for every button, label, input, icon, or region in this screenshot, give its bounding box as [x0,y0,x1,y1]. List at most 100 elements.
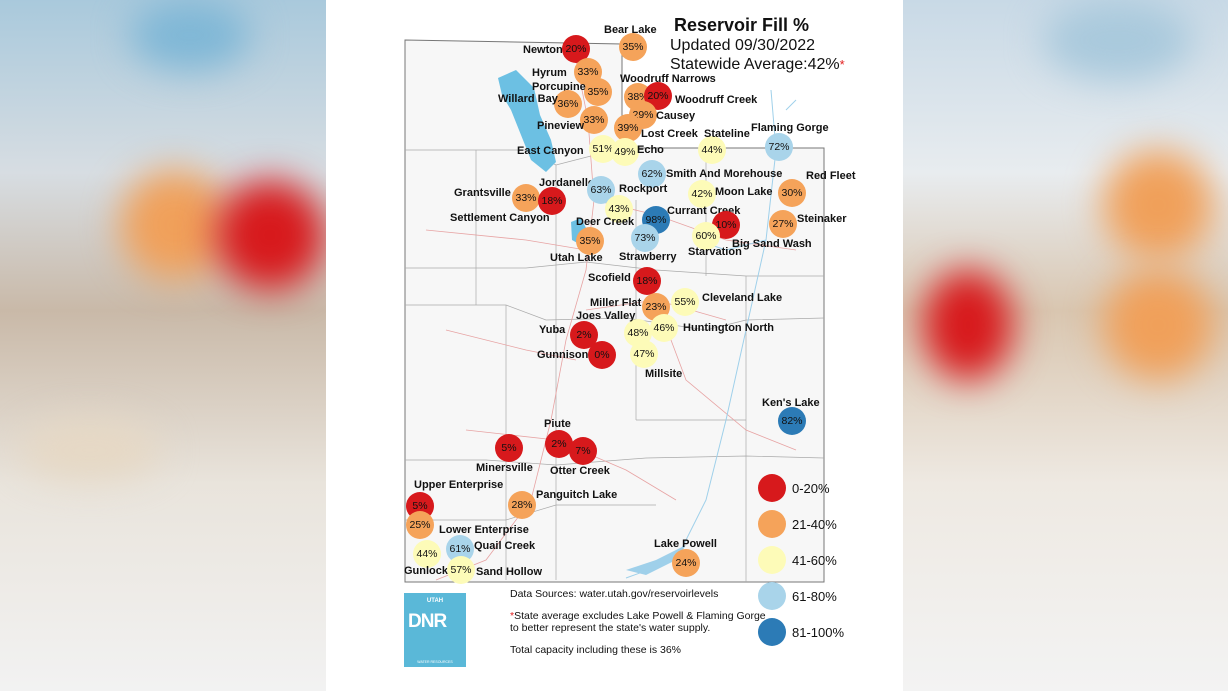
exclusion-note: *State average excludes Lake Powell & Fl… [510,609,766,635]
marker-red-fleet: 30% [778,179,806,207]
legend-swatch [758,618,786,646]
label-cleveland-lake: Cleveland Lake [702,292,783,304]
marker-newton: 20% [562,35,590,63]
legend-swatch [758,510,786,538]
marker-otter-creek: 7% [569,437,597,465]
label-bear-lake: Bear Lake [604,24,657,36]
label-starvation: Starvation [688,246,742,258]
legend-label: 0-20% [792,481,830,496]
marker-flaming-gorge: 72% [765,133,793,161]
label-otter-creek: Otter Creek [550,465,610,477]
lake-powell-water [626,545,686,575]
notes: Data Sources: water.utah.gov/reservoirle… [510,588,770,665]
marker-utah-lake: 35% [576,227,604,255]
label-upper-enterprise: Upper Enterprise [414,479,504,491]
infographic-card: Reservoir Fill % Updated 09/30/2022 Stat… [326,0,903,691]
blurred-background-left [0,0,326,691]
label-joes-valley: Joes Valley [576,310,636,322]
marker-grantsville: 33% [512,184,540,212]
label-grantsville: Grantsville [454,187,511,199]
label-ken-s-lake: Ken's Lake [762,397,820,409]
marker-moon-lake: 42% [688,180,716,208]
label-miller-flat: Miller Flat [590,297,642,309]
legend-item: 0-20% [754,474,874,504]
marker-minersville: 5% [495,434,523,462]
data-sources: Data Sources: water.utah.gov/reservoirle… [510,588,719,600]
label-east-canyon: East Canyon [517,145,584,157]
legend-label: 21-40% [792,517,837,532]
marker-lower-enterprise: 25% [406,511,434,539]
total-capacity-note: Total capacity including these is 36% [510,643,682,656]
label-woodruff-creek: Woodruff Creek [675,94,758,106]
label-big-sand-wash: Big Sand Wash [732,238,812,250]
legend-item: 61-80% [754,582,874,612]
marker-stateline: 44% [698,136,726,164]
marker-ken-s-lake: 82% [778,407,806,435]
label-strawberry: Strawberry [619,251,677,263]
label-sand-hollow: Sand Hollow [476,566,542,578]
legend-swatch [758,474,786,502]
label-settlement-canyon: Settlement Canyon [450,212,550,224]
marker-panguitch-lake: 28% [508,491,536,519]
marker-echo: 49% [611,138,639,166]
marker-gunlock: 44% [413,540,441,568]
label-stateline: Stateline [704,128,750,140]
legend-item: 81-100% [754,618,874,648]
legend-label: 61-80% [792,589,837,604]
label-minersville: Minersville [476,462,533,474]
label-gunlock: Gunlock [404,565,449,577]
legend-label: 41-60% [792,553,837,568]
label-pineview: Pineview [537,120,585,132]
marker-willard-bay: 36% [554,90,582,118]
label-woodruff-narrows: Woodruff Narrows [620,73,716,85]
label-panguitch-lake: Panguitch Lake [536,489,618,501]
label-willard-bay: Willard Bay [498,93,558,105]
legend-swatch [758,582,786,610]
great-salt-lake [498,70,556,172]
blurred-background-right [903,0,1228,691]
label-utah-lake: Utah Lake [550,252,603,264]
marker-steinaker: 27% [769,210,797,238]
label-moon-lake: Moon Lake [715,186,773,198]
label-quail-creek: Quail Creek [474,540,536,552]
map-title: Reservoir Fill % [674,15,810,35]
marker-porcupine: 35% [584,78,612,106]
label-jordanelle: Jordanelle [539,177,595,189]
label-lower-enterprise: Lower Enterprise [439,524,529,536]
label-porcupine: Porcupine [532,81,586,93]
marker-starvation: 60% [692,222,720,250]
label-flaming-gorge: Flaming Gorge [751,122,829,134]
label-yuba: Yuba [539,324,566,336]
label-gunnison: Gunnison [537,349,589,361]
marker-lost-creek: 39% [614,114,642,142]
label-huntington-north: Huntington North [683,322,775,334]
marker-huntington-north: 46% [650,314,678,342]
label-millsite: Millsite [645,368,683,380]
utah-dnr-logo: UTAH DNR WATER RESOURCES [404,593,466,667]
marker-scofield: 18% [633,267,661,295]
legend-swatch [758,546,786,574]
label-lost-creek: Lost Creek [641,128,698,140]
marker-jordanelle: 18% [538,187,566,215]
updated-date: Updated 09/30/2022 [670,37,816,54]
label-smith-and-morehouse: Smith And Morehouse [666,168,783,180]
marker-lake-powell: 24% [672,549,700,577]
marker-smith-and-morehouse: 62% [638,160,666,188]
label-scofield: Scofield [588,272,631,284]
legend-item: 41-60% [754,546,874,576]
statewide-average: Statewide Average:42%* [670,56,845,73]
label-newton: Newton [523,44,563,56]
label-lake-powell: Lake Powell [654,538,717,550]
legend-label: 81-100% [792,625,845,640]
marker-millsite: 47% [630,340,658,368]
legend-item: 21-40% [754,510,874,540]
label-red-fleet: Red Fleet [806,170,856,182]
label-deer-creek: Deer Creek [576,216,635,228]
marker-pineview: 33% [580,106,608,134]
marker-bear-lake: 35% [619,33,647,61]
marker-cleveland-lake: 55% [671,288,699,316]
marker-currant-creek: 98% [642,206,670,234]
label-rockport: Rockport [619,183,668,195]
title-block: Reservoir Fill % Updated 09/30/2022 Stat… [670,14,900,74]
marker-deer-creek: 43% [605,195,633,223]
